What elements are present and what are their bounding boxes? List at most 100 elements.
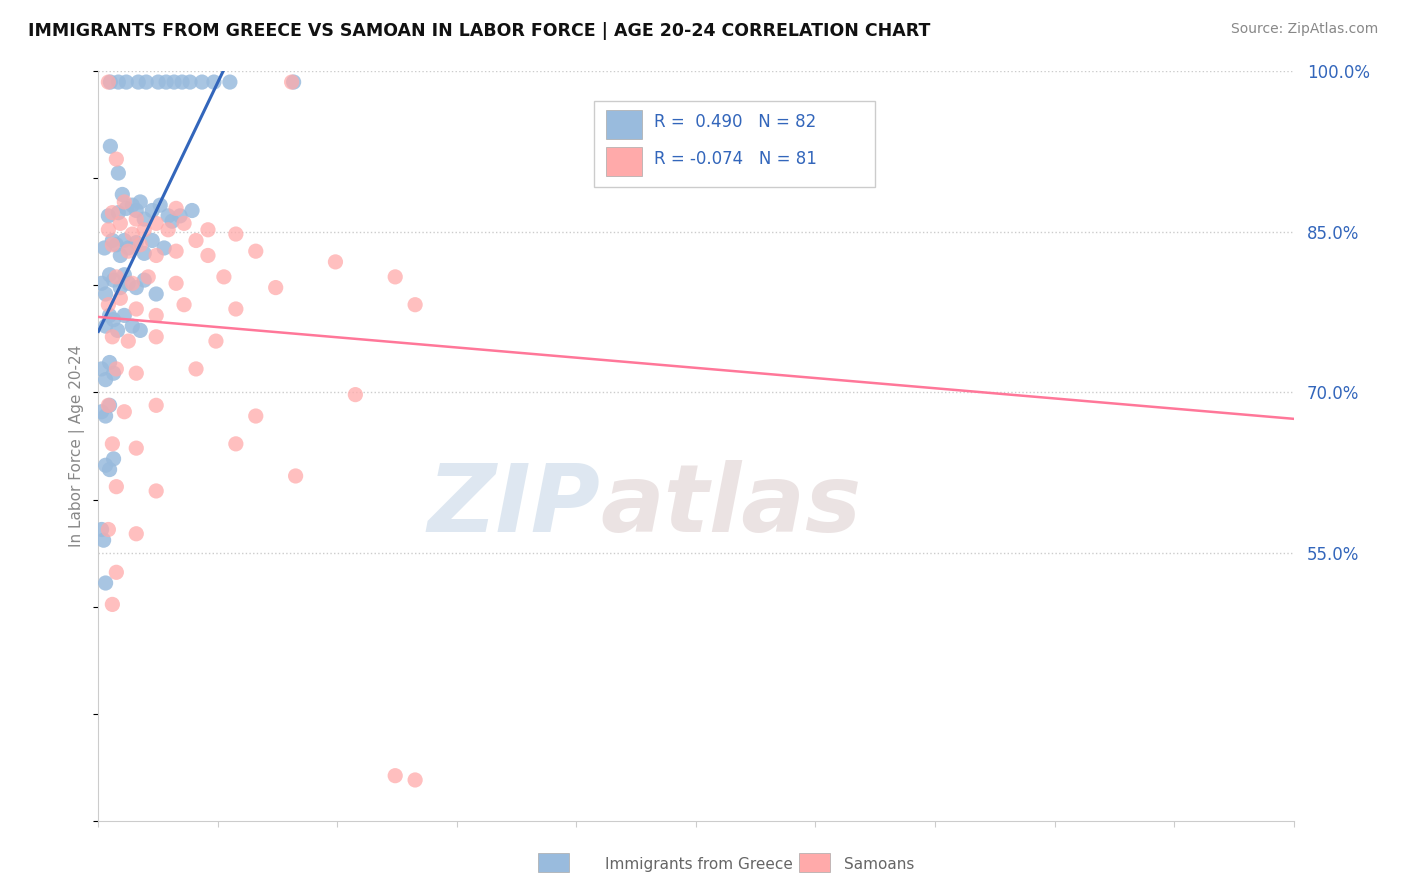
- Point: [90, 523, 112, 537]
- Point: [105, 237, 128, 252]
- Point: [107, 75, 129, 89]
- Point: [117, 334, 139, 348]
- Point: [94, 287, 117, 301]
- Point: [283, 75, 305, 89]
- Point: [105, 566, 128, 580]
- Point: [97, 209, 120, 223]
- Point: [107, 166, 129, 180]
- Point: [157, 223, 180, 237]
- Point: [110, 291, 132, 305]
- Point: [98, 75, 122, 89]
- Point: [155, 75, 177, 89]
- Point: [145, 309, 167, 323]
- Point: [191, 75, 214, 89]
- Point: [110, 248, 132, 262]
- Point: [245, 244, 267, 259]
- Point: [125, 301, 148, 316]
- Point: [107, 205, 129, 219]
- Point: [135, 75, 157, 89]
- Text: atlas: atlas: [600, 460, 862, 552]
- Point: [145, 216, 167, 230]
- Point: [165, 202, 187, 216]
- Point: [145, 248, 167, 262]
- Point: [101, 205, 124, 219]
- Point: [125, 280, 148, 294]
- Point: [121, 277, 143, 291]
- Point: [105, 152, 128, 166]
- Point: [107, 323, 129, 337]
- Point: [125, 526, 148, 541]
- Point: [121, 319, 143, 334]
- Point: [90, 405, 112, 419]
- Point: [125, 212, 148, 227]
- Point: [165, 277, 187, 291]
- Point: [105, 362, 128, 376]
- Point: [121, 227, 143, 241]
- Point: [212, 269, 235, 284]
- Point: [344, 387, 367, 401]
- Point: [169, 209, 191, 223]
- Point: [112, 405, 135, 419]
- Point: [101, 437, 124, 451]
- Point: [165, 244, 187, 259]
- Point: [93, 241, 115, 255]
- Text: ZIP: ZIP: [427, 460, 600, 552]
- Y-axis label: In Labor Force | Age 20-24: In Labor Force | Age 20-24: [69, 345, 86, 547]
- Point: [103, 366, 125, 380]
- Point: [197, 223, 219, 237]
- Text: R = -0.074   N = 81: R = -0.074 N = 81: [654, 150, 817, 168]
- Point: [404, 772, 426, 787]
- Point: [134, 273, 156, 287]
- Point: [173, 216, 195, 230]
- Point: [173, 298, 195, 312]
- Point: [172, 75, 194, 89]
- Point: [148, 75, 170, 89]
- Point: [141, 203, 163, 218]
- Point: [98, 398, 121, 412]
- Point: [153, 241, 176, 255]
- Point: [665, 102, 688, 116]
- Point: [94, 319, 117, 334]
- Point: [127, 75, 149, 89]
- Point: [121, 198, 143, 212]
- Point: [105, 269, 128, 284]
- Point: [184, 362, 207, 376]
- Point: [141, 234, 163, 248]
- Point: [225, 301, 247, 316]
- Point: [97, 223, 120, 237]
- Point: [98, 309, 121, 323]
- Point: [112, 194, 135, 209]
- FancyBboxPatch shape: [595, 102, 875, 187]
- Point: [125, 235, 148, 250]
- Point: [103, 312, 125, 326]
- Point: [94, 576, 117, 591]
- Point: [136, 269, 159, 284]
- Point: [384, 769, 406, 783]
- Point: [98, 139, 122, 153]
- Bar: [606, 147, 643, 176]
- Point: [219, 75, 242, 89]
- Bar: [606, 111, 643, 139]
- Point: [97, 75, 120, 89]
- Point: [117, 244, 139, 259]
- Point: [245, 409, 267, 423]
- Point: [94, 373, 117, 387]
- Point: [98, 268, 121, 282]
- Point: [125, 366, 148, 380]
- Point: [90, 362, 112, 376]
- Text: Samoans: Samoans: [844, 857, 914, 872]
- Point: [98, 462, 121, 476]
- Point: [125, 203, 148, 218]
- Point: [129, 194, 152, 209]
- Point: [101, 330, 124, 344]
- Point: [134, 246, 156, 260]
- Point: [97, 523, 120, 537]
- Point: [90, 277, 112, 291]
- Point: [205, 334, 228, 348]
- Point: [105, 480, 128, 494]
- Point: [145, 483, 167, 498]
- Point: [163, 75, 186, 89]
- Point: [134, 212, 156, 227]
- Point: [404, 298, 426, 312]
- Point: [101, 234, 124, 248]
